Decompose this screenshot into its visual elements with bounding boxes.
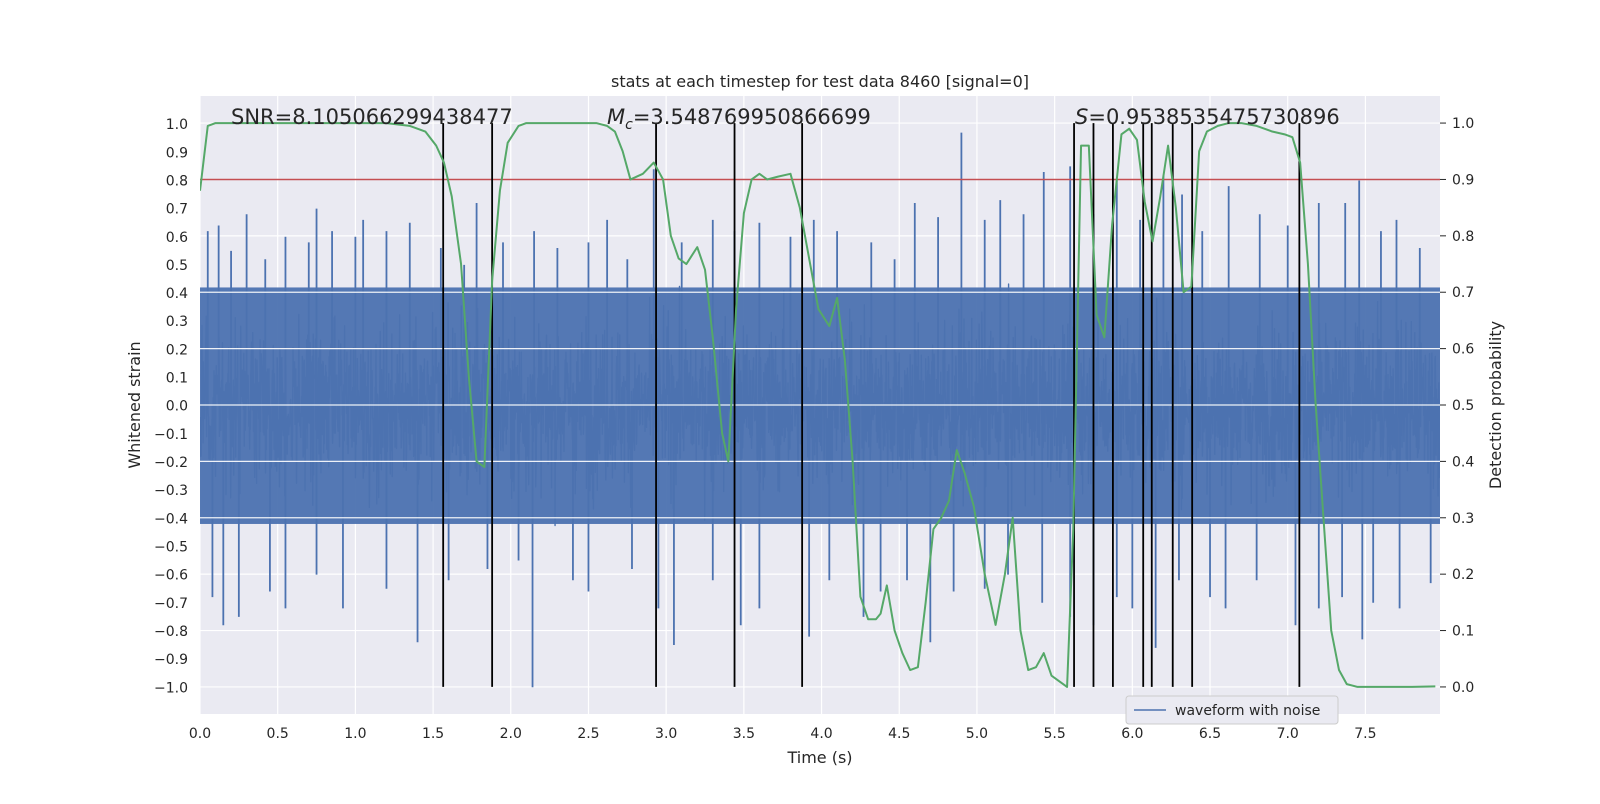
legend-box <box>1125 695 1339 725</box>
x-tick-label: 0.0 <box>189 726 211 742</box>
x-tick-label: 7.5 <box>1354 726 1376 742</box>
y-tick-label: −0.3 <box>154 483 188 499</box>
y-tick-label: 0.5 <box>166 258 188 274</box>
y2-tick-label: 0.5 <box>1452 398 1474 414</box>
y-tick-label: 0.6 <box>166 230 188 246</box>
y-tick-label: −0.4 <box>154 511 188 527</box>
x-tick-label: 7.0 <box>1277 726 1299 742</box>
x-tick-label: 3.0 <box>655 726 677 742</box>
x-tick-label: 1.5 <box>422 726 444 742</box>
mc-subscript: c <box>625 117 633 133</box>
y-tick-label: 0.7 <box>166 202 188 218</box>
waveform-series <box>200 132 1440 688</box>
y-tick-label: −0.2 <box>154 455 188 471</box>
chart-title: stats at each timestep for test data 846… <box>611 72 1029 91</box>
y2-axis-ticks: 1.0 0.9 0.8 0.7 0.6 0.5 0.4 0.3 0.2 0.1 0.0 <box>1440 116 1474 696</box>
y-tick-label: 0.9 <box>166 145 188 161</box>
x-tick-label: 2.0 <box>500 726 522 742</box>
y2-tick-label: 1.0 <box>1452 116 1474 132</box>
y2-tick-label: 0.6 <box>1452 342 1474 358</box>
y-tick-label: 1.0 <box>166 117 188 133</box>
x-tick-label: 0.5 <box>267 726 289 742</box>
mc-annotation: Mc=3.548769950866699 <box>607 105 871 133</box>
mc-symbol: M <box>607 105 625 129</box>
x-tick-label: 4.5 <box>888 726 910 742</box>
event-lines <box>442 123 1301 687</box>
y-tick-label: −0.8 <box>154 624 188 640</box>
mc-value: =3.548769950866699 <box>633 105 871 129</box>
y-tick-label: 0.4 <box>166 286 188 302</box>
y2-tick-label: 0.2 <box>1452 567 1474 583</box>
y-tick-label: −1.0 <box>154 680 188 696</box>
y-tick-label: −0.7 <box>154 596 188 612</box>
x-tick-label: 1.0 <box>344 726 366 742</box>
y-tick-label: −0.1 <box>154 427 188 443</box>
x-tick-label: 2.5 <box>577 726 599 742</box>
y2-tick-label: 0.0 <box>1452 680 1474 696</box>
y2-tick-label: 0.9 <box>1452 172 1474 188</box>
x-tick-label: 5.5 <box>1044 726 1066 742</box>
plot-area <box>200 122 1440 688</box>
y-tick-label: −0.6 <box>154 568 188 584</box>
legend-label: waveform with noise <box>1175 703 1320 719</box>
x-tick-label: 5.0 <box>966 726 988 742</box>
x-tick-label: 3.5 <box>733 726 755 742</box>
waveform-dense-band <box>200 287 1440 524</box>
y-tick-label: −0.9 <box>154 652 188 668</box>
s-symbol: S <box>1075 105 1088 129</box>
y2-tick-label: 0.4 <box>1452 454 1474 470</box>
x-tick-label: 6.0 <box>1121 726 1143 742</box>
y-tick-label: 0.3 <box>166 314 188 330</box>
snr-annotation: SNR=8.105066299438477 <box>231 105 513 129</box>
s-value: =0.9538535475730896 <box>1088 105 1339 129</box>
x-tick-label: 6.5 <box>1199 726 1221 742</box>
probability-line <box>200 122 1436 688</box>
y-tick-label: 0.1 <box>166 371 188 387</box>
y-tick-label: 0.0 <box>166 399 188 415</box>
y-tick-label: −0.5 <box>154 539 188 555</box>
x-axis-label: Time (s) <box>786 748 852 767</box>
x-axis-ticks: 0.0 0.5 1.0 1.5 2.0 2.5 3.0 3.5 4.0 4.5 5.0 5.5 6.0 6… <box>189 726 1377 742</box>
probability-series <box>200 122 1436 688</box>
y2-axis-label: Detection probability <box>1486 321 1505 489</box>
legend: waveform with noise <box>1125 695 1339 725</box>
y2-tick-label: 0.1 <box>1452 624 1474 640</box>
y2-tick-label: 0.3 <box>1452 511 1474 527</box>
s-annotation: S=0.9538535475730896 <box>1075 105 1340 129</box>
y-axis-label: Whitened strain <box>125 341 144 468</box>
y2-tick-label: 0.7 <box>1452 285 1474 301</box>
y2-tick-label: 0.8 <box>1452 229 1474 245</box>
x-tick-label: 4.0 <box>810 726 832 742</box>
y-tick-label: 0.8 <box>166 173 188 189</box>
y-axis-ticks: 1.0 0.9 0.8 0.7 0.6 0.5 0.4 0.3 0.2 0.1 0.0 −0.1 −0.… <box>154 117 188 696</box>
y-tick-label: 0.2 <box>166 342 188 358</box>
